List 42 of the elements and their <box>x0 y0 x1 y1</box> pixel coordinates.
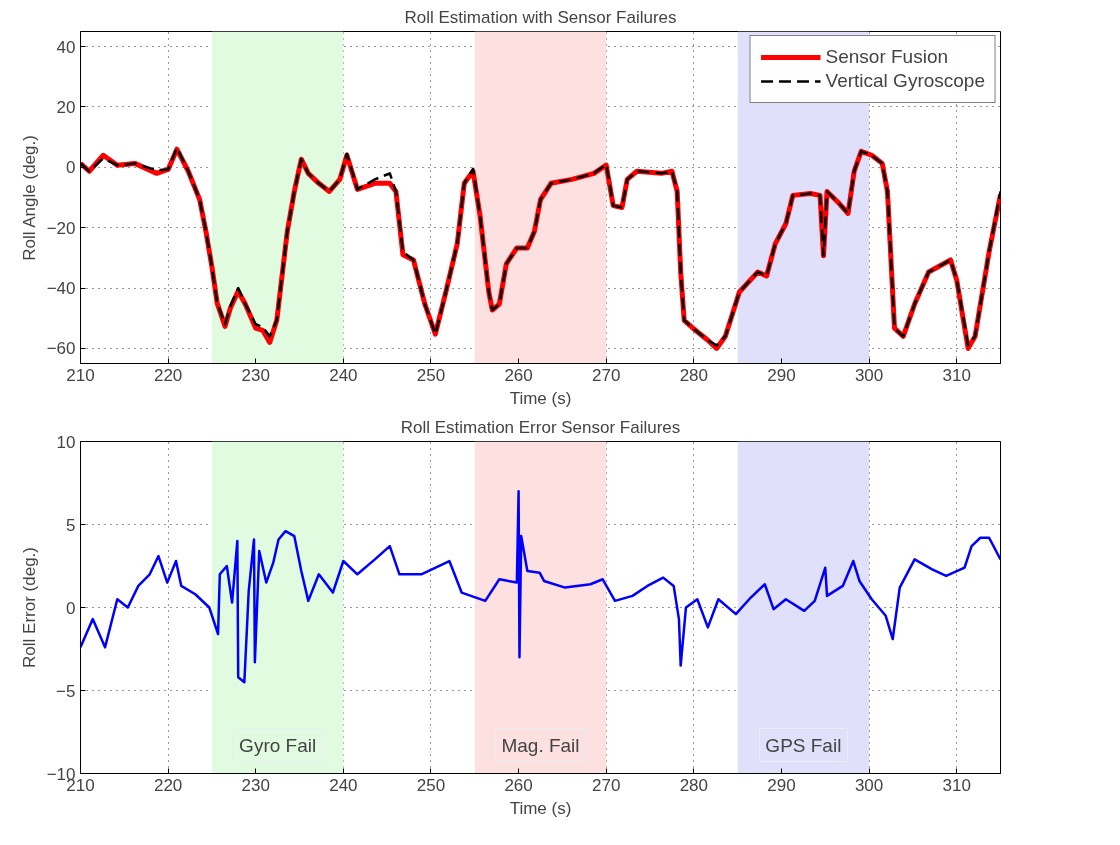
y-axis-title: Roll Error (deg.) <box>19 547 39 668</box>
y-tick-label: 20 <box>56 97 76 117</box>
y-tick-label: 0 <box>66 158 76 178</box>
x-axis-title: Time (s) <box>509 798 572 818</box>
x-tick-label: 280 <box>679 365 709 385</box>
x-tick-label: 280 <box>679 775 709 795</box>
y-tick-label: 10 <box>56 432 76 452</box>
band-label: GPS Fail <box>765 734 842 756</box>
y-tick-label: −40 <box>46 279 76 299</box>
y-tick-label: 40 <box>56 37 76 57</box>
y-tick-label: −5 <box>56 681 76 701</box>
x-tick-label: 230 <box>241 365 270 385</box>
x-tick-label: 300 <box>854 775 884 795</box>
x-tick-label: 310 <box>942 365 971 385</box>
x-tick-label: 220 <box>153 775 183 795</box>
band-label: Mag. Fail <box>501 734 580 756</box>
legend-label: Vertical Gyroscope <box>825 70 985 92</box>
y-tick-label: −20 <box>46 218 76 238</box>
band-label: Gyro Fail <box>239 734 317 756</box>
x-axis-title: Time (s) <box>509 388 572 408</box>
x-tick-label: 220 <box>153 365 183 385</box>
x-tick-label: 300 <box>854 365 884 385</box>
x-tick-label: 260 <box>504 365 533 385</box>
x-tick-label: 260 <box>504 775 533 795</box>
x-tick-label: 270 <box>592 365 621 385</box>
x-tick-label: 250 <box>416 365 446 385</box>
chart-title: Roll Estimation with Sensor Failures <box>404 7 677 27</box>
y-axis-title: Roll Angle (deg.) <box>19 135 39 261</box>
x-tick-label: 290 <box>767 365 796 385</box>
legend-label: Sensor Fusion <box>825 46 949 68</box>
x-tick-label: 210 <box>66 365 95 385</box>
y-tick-label: 0 <box>66 598 76 618</box>
y-tick-label: 5 <box>66 515 76 535</box>
y-tick-label: −60 <box>46 339 76 359</box>
x-tick-label: 270 <box>592 775 621 795</box>
x-tick-label: 240 <box>329 365 358 385</box>
x-tick-label: 240 <box>329 775 358 795</box>
x-tick-label: 250 <box>416 775 446 795</box>
x-tick-label: 290 <box>767 775 796 795</box>
x-tick-label: 230 <box>241 775 270 795</box>
x-tick-label: 310 <box>942 775 971 795</box>
chart-title: Roll Estimation Error Sensor Failures <box>400 417 681 437</box>
